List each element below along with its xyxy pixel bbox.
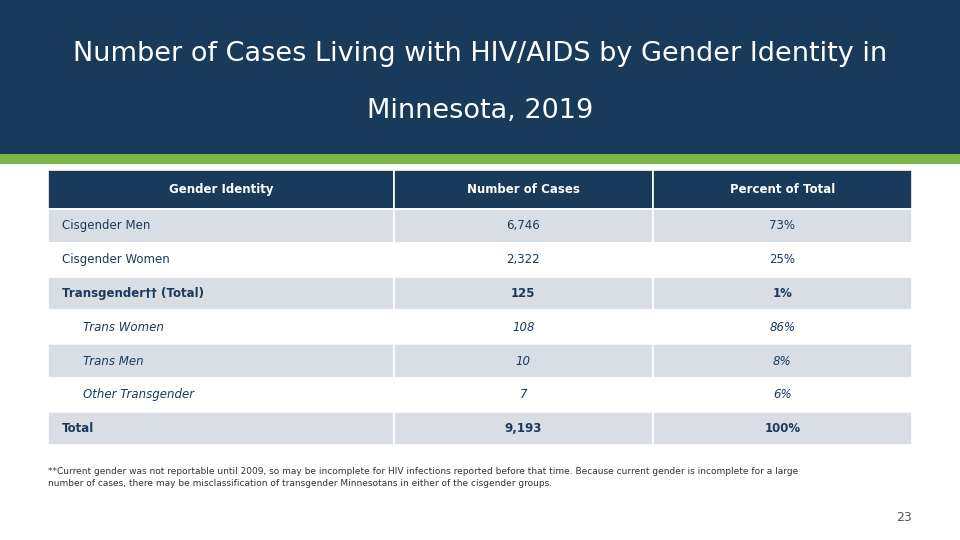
Bar (394, 209, 653, 243)
Bar (653, 243, 912, 276)
Bar (653, 170, 912, 209)
Text: Gender Identity: Gender Identity (169, 183, 273, 196)
Text: Total: Total (61, 422, 94, 435)
Text: 25%: 25% (769, 253, 796, 266)
Bar (0, 154, 960, 164)
Text: Cisgender Women: Cisgender Women (61, 253, 170, 266)
Text: Minnesota, 2019: Minnesota, 2019 (367, 98, 593, 124)
Text: 9,193: 9,193 (505, 422, 541, 435)
Bar (394, 310, 653, 344)
Bar (394, 170, 653, 209)
Text: 7: 7 (519, 388, 527, 401)
Bar (48, 378, 394, 411)
Text: 8%: 8% (773, 355, 792, 368)
Bar (653, 411, 912, 446)
Bar (653, 276, 912, 310)
Bar (394, 344, 653, 378)
Text: 108: 108 (512, 321, 535, 334)
Text: Trans Women: Trans Women (83, 321, 163, 334)
Text: Cisgender Men: Cisgender Men (61, 219, 150, 232)
Text: Transgender†† (Total): Transgender†† (Total) (61, 287, 204, 300)
Bar (653, 209, 912, 243)
Bar (653, 310, 912, 344)
Bar (394, 276, 653, 310)
Bar (48, 243, 394, 276)
Text: 6%: 6% (773, 388, 792, 401)
Text: 6,746: 6,746 (506, 219, 540, 232)
Bar (48, 344, 394, 378)
Text: 2,322: 2,322 (506, 253, 540, 266)
Text: 125: 125 (511, 287, 536, 300)
Text: 73%: 73% (769, 219, 796, 232)
Text: Percent of Total: Percent of Total (730, 183, 835, 196)
Bar (653, 378, 912, 411)
Bar (0, 0, 960, 154)
Bar (394, 243, 653, 276)
Text: 100%: 100% (764, 422, 801, 435)
Text: 10: 10 (516, 355, 531, 368)
Bar (394, 378, 653, 411)
Text: 23: 23 (897, 511, 912, 524)
Bar (48, 310, 394, 344)
Bar (48, 276, 394, 310)
Bar (48, 411, 394, 446)
Bar (394, 411, 653, 446)
Bar (653, 344, 912, 378)
Text: Other Transgender: Other Transgender (83, 388, 194, 401)
Text: 86%: 86% (769, 321, 796, 334)
Bar (48, 209, 394, 243)
Text: **Current gender was not reportable until 2009, so may be incomplete for HIV inf: **Current gender was not reportable unti… (48, 467, 799, 488)
Text: 1%: 1% (773, 287, 792, 300)
Text: Number of Cases: Number of Cases (467, 183, 580, 196)
Text: Trans Men: Trans Men (83, 355, 143, 368)
Text: Number of Cases Living with HIV/AIDS by Gender Identity in: Number of Cases Living with HIV/AIDS by … (73, 41, 887, 67)
Bar (48, 170, 394, 209)
